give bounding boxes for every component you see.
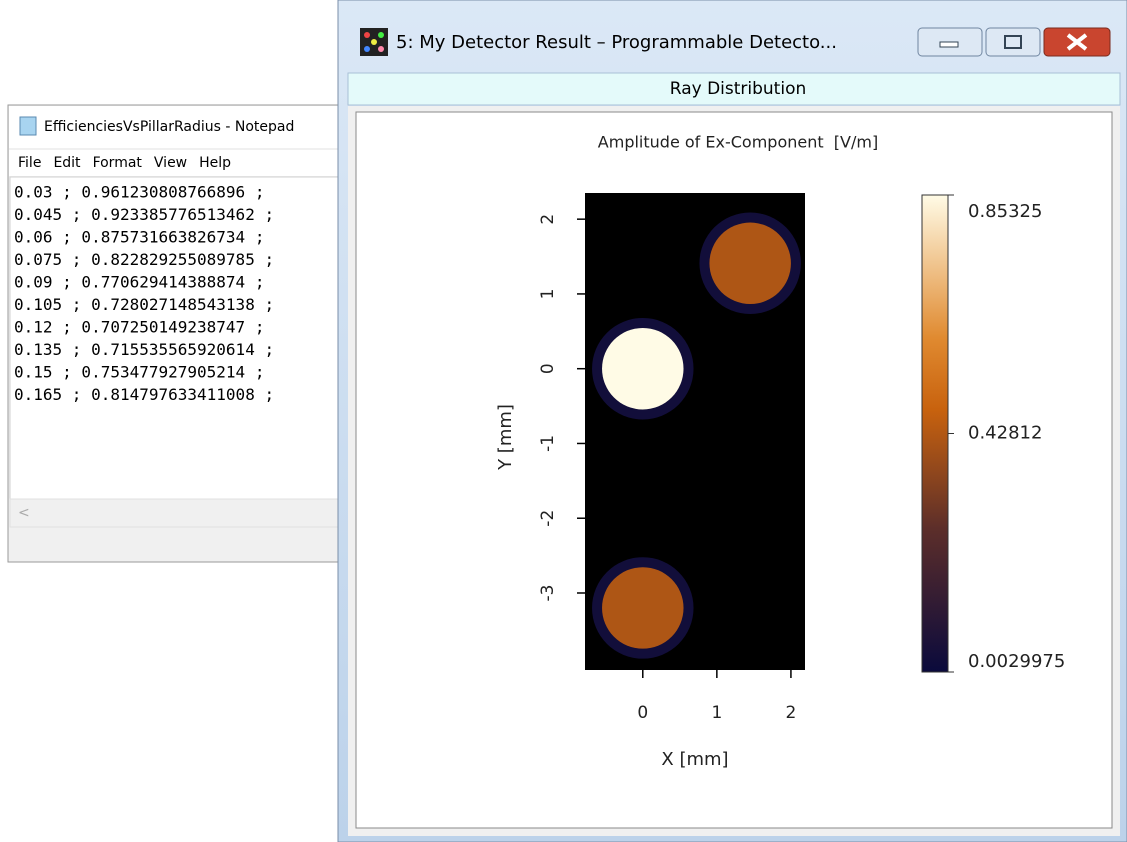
colorbar-label: 0.85325 — [968, 201, 1042, 222]
menu-item[interactable]: View — [154, 155, 187, 171]
tab-bar — [347, 72, 1121, 106]
text-line: 0.165 ; 0.814797633411008 ; — [14, 385, 274, 404]
text-line: 0.03 ; 0.961230808766896 ; — [14, 183, 264, 202]
notepad-window: EfficienciesVsPillarRadius - Notepad Fil… — [7, 104, 349, 563]
plot-title: Amplitude of Ex-Component [V/m] — [598, 133, 878, 152]
notepad-menu: File Edit Format View Help — [18, 155, 231, 171]
y-axis-label: Y [mm] — [495, 404, 516, 471]
text-line: 0.135 ; 0.715535565920614 ; — [14, 340, 274, 359]
y-tick-label: -2 — [538, 510, 558, 527]
colorbar-label: 0.42812 — [968, 423, 1042, 444]
menu-item[interactable]: Format — [93, 155, 143, 171]
maximize-button[interactable] — [985, 27, 1041, 57]
text-line: 0.12 ; 0.707250149238747 ; — [14, 318, 264, 337]
x-tick-label: 1 — [711, 703, 722, 723]
scroll-left-arrow[interactable]: < — [18, 505, 30, 521]
y-tick-label: -3 — [538, 585, 558, 602]
text-line: 0.15 ; 0.753477927905214 ; — [14, 363, 264, 382]
text-line: 0.045 ; 0.923385776513462 ; — [14, 205, 274, 224]
menu-item[interactable]: Help — [199, 155, 231, 171]
menu-item[interactable]: File — [18, 155, 41, 171]
notepad-menubar — [9, 150, 347, 176]
notepad-titlebar — [9, 106, 347, 148]
spot — [602, 327, 684, 410]
notepad-title: EfficienciesVsPillarRadius - Notepad — [44, 119, 294, 135]
detector-title: 5: My Detector Result – Programmable Det… — [396, 32, 837, 53]
colorbar-label: 0.0029975 — [968, 651, 1065, 672]
text-line: 0.09 ; 0.770629414388874 ; — [14, 273, 264, 292]
text-line: 0.105 ; 0.728027148543138 ; — [14, 295, 274, 314]
notepad-lines: 0.03 ; 0.961230808766896 ; 0.045 ; 0.9233… — [14, 183, 274, 405]
spot — [709, 222, 791, 305]
text-line: 0.075 ; 0.822829255089785 ; — [14, 250, 274, 269]
notepad-text-area — [9, 176, 347, 500]
colorbar — [921, 194, 949, 673]
spot — [602, 567, 684, 649]
tab-title[interactable]: Ray Distribution — [670, 79, 807, 99]
notepad-icon — [19, 116, 37, 136]
detector-window: 5: My Detector Result – Programmable Det… — [337, 0, 1127, 842]
y-tick-label: 2 — [538, 214, 558, 225]
x-axis-label: X [mm] — [661, 749, 728, 770]
x-tick-label: 2 — [786, 703, 797, 723]
y-tick-label: 1 — [538, 289, 558, 300]
y-tick-label: -1 — [538, 435, 558, 452]
menu-item[interactable]: Edit — [53, 155, 81, 171]
y-tick-label: 0 — [538, 363, 558, 374]
text-line: 0.06 ; 0.875731663826734 ; — [14, 228, 264, 247]
plot: 0 1 2 -3 -2 -1 0 1 2 0.85325 0.42812 0.0029975 — [538, 193, 1065, 723]
notepad-scrollbar[interactable] — [9, 498, 347, 528]
x-tick-label: 0 — [637, 703, 648, 723]
